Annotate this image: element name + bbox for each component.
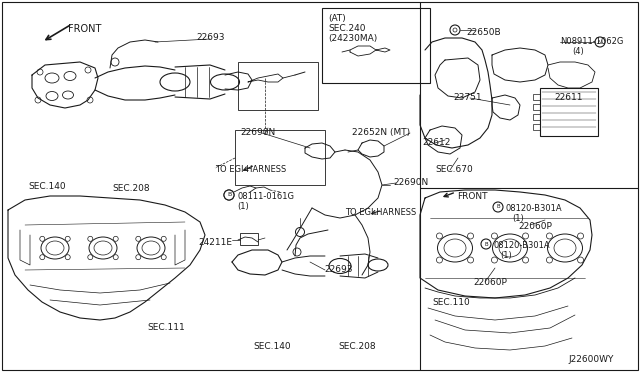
Bar xyxy=(533,104,540,110)
Circle shape xyxy=(453,28,457,32)
Circle shape xyxy=(113,255,118,260)
Text: TO EGI HARNESS: TO EGI HARNESS xyxy=(345,208,416,217)
Circle shape xyxy=(65,255,70,260)
Circle shape xyxy=(492,257,497,263)
Circle shape xyxy=(522,233,529,239)
Text: 08120-B301A: 08120-B301A xyxy=(505,204,562,213)
Text: B: B xyxy=(227,192,231,198)
Circle shape xyxy=(88,236,93,241)
Circle shape xyxy=(37,69,43,75)
Circle shape xyxy=(87,97,93,103)
Text: 22690N: 22690N xyxy=(393,178,428,187)
Text: SEC.670: SEC.670 xyxy=(435,165,473,174)
Text: (1): (1) xyxy=(512,214,524,223)
Bar xyxy=(240,233,258,245)
Text: SEC.111: SEC.111 xyxy=(147,323,185,332)
Circle shape xyxy=(522,257,529,263)
Text: N08911-1062G: N08911-1062G xyxy=(560,37,623,46)
Text: 22611: 22611 xyxy=(554,93,582,102)
Circle shape xyxy=(436,257,442,263)
Circle shape xyxy=(161,255,166,260)
Circle shape xyxy=(492,233,497,239)
Text: FRONT: FRONT xyxy=(68,24,101,34)
Text: FRONT: FRONT xyxy=(457,192,488,201)
Text: SEC.140: SEC.140 xyxy=(253,342,291,351)
Text: B: B xyxy=(496,205,500,209)
Text: 23751: 23751 xyxy=(453,93,482,102)
Circle shape xyxy=(468,257,474,263)
Circle shape xyxy=(547,257,552,263)
Text: 22650B: 22650B xyxy=(466,28,500,37)
Text: 08111-0161G: 08111-0161G xyxy=(237,192,294,201)
Circle shape xyxy=(293,248,301,256)
Bar xyxy=(235,130,325,185)
Text: B: B xyxy=(484,241,488,247)
Circle shape xyxy=(481,239,491,249)
Text: (4): (4) xyxy=(572,47,584,56)
Circle shape xyxy=(577,257,584,263)
Circle shape xyxy=(224,190,234,200)
Text: SEC.140: SEC.140 xyxy=(28,182,66,191)
Circle shape xyxy=(224,190,234,200)
Circle shape xyxy=(88,255,93,260)
Text: (24230MA): (24230MA) xyxy=(328,34,377,43)
Text: 08120-B301A: 08120-B301A xyxy=(493,241,550,250)
Text: SEC.208: SEC.208 xyxy=(338,342,376,351)
Circle shape xyxy=(40,255,45,260)
Circle shape xyxy=(65,236,70,241)
Bar xyxy=(533,124,540,130)
Circle shape xyxy=(111,58,119,66)
Circle shape xyxy=(296,228,305,237)
Circle shape xyxy=(136,236,141,241)
Text: 22693: 22693 xyxy=(196,33,225,42)
Bar xyxy=(540,88,598,136)
Circle shape xyxy=(468,233,474,239)
Text: SEC.110: SEC.110 xyxy=(432,298,470,307)
Text: 22060P: 22060P xyxy=(473,278,507,287)
Bar xyxy=(533,114,540,120)
Circle shape xyxy=(113,236,118,241)
Text: 22652N (MT): 22652N (MT) xyxy=(352,128,410,137)
Text: SEC.208: SEC.208 xyxy=(112,184,150,193)
Text: 24211E: 24211E xyxy=(198,238,232,247)
Text: (AT): (AT) xyxy=(328,14,346,23)
Circle shape xyxy=(595,37,605,47)
Text: 22612: 22612 xyxy=(422,138,451,147)
Text: 22060P: 22060P xyxy=(518,222,552,231)
Circle shape xyxy=(136,255,141,260)
Text: TO EGI HARNESS: TO EGI HARNESS xyxy=(215,165,286,174)
Circle shape xyxy=(35,97,41,103)
Bar xyxy=(533,94,540,100)
Text: SEC.240: SEC.240 xyxy=(328,24,365,33)
Circle shape xyxy=(436,233,442,239)
Text: (1): (1) xyxy=(237,202,249,211)
Circle shape xyxy=(547,233,552,239)
Text: 22690N: 22690N xyxy=(240,128,275,137)
Circle shape xyxy=(40,236,45,241)
Text: J22600WY: J22600WY xyxy=(568,355,613,364)
Circle shape xyxy=(161,236,166,241)
Bar xyxy=(238,62,318,110)
Text: N: N xyxy=(598,39,602,45)
Circle shape xyxy=(493,202,503,212)
Text: 22693: 22693 xyxy=(324,265,353,274)
Circle shape xyxy=(450,25,460,35)
Bar xyxy=(322,8,430,83)
Circle shape xyxy=(577,233,584,239)
Circle shape xyxy=(85,67,91,73)
Text: (1): (1) xyxy=(500,251,512,260)
